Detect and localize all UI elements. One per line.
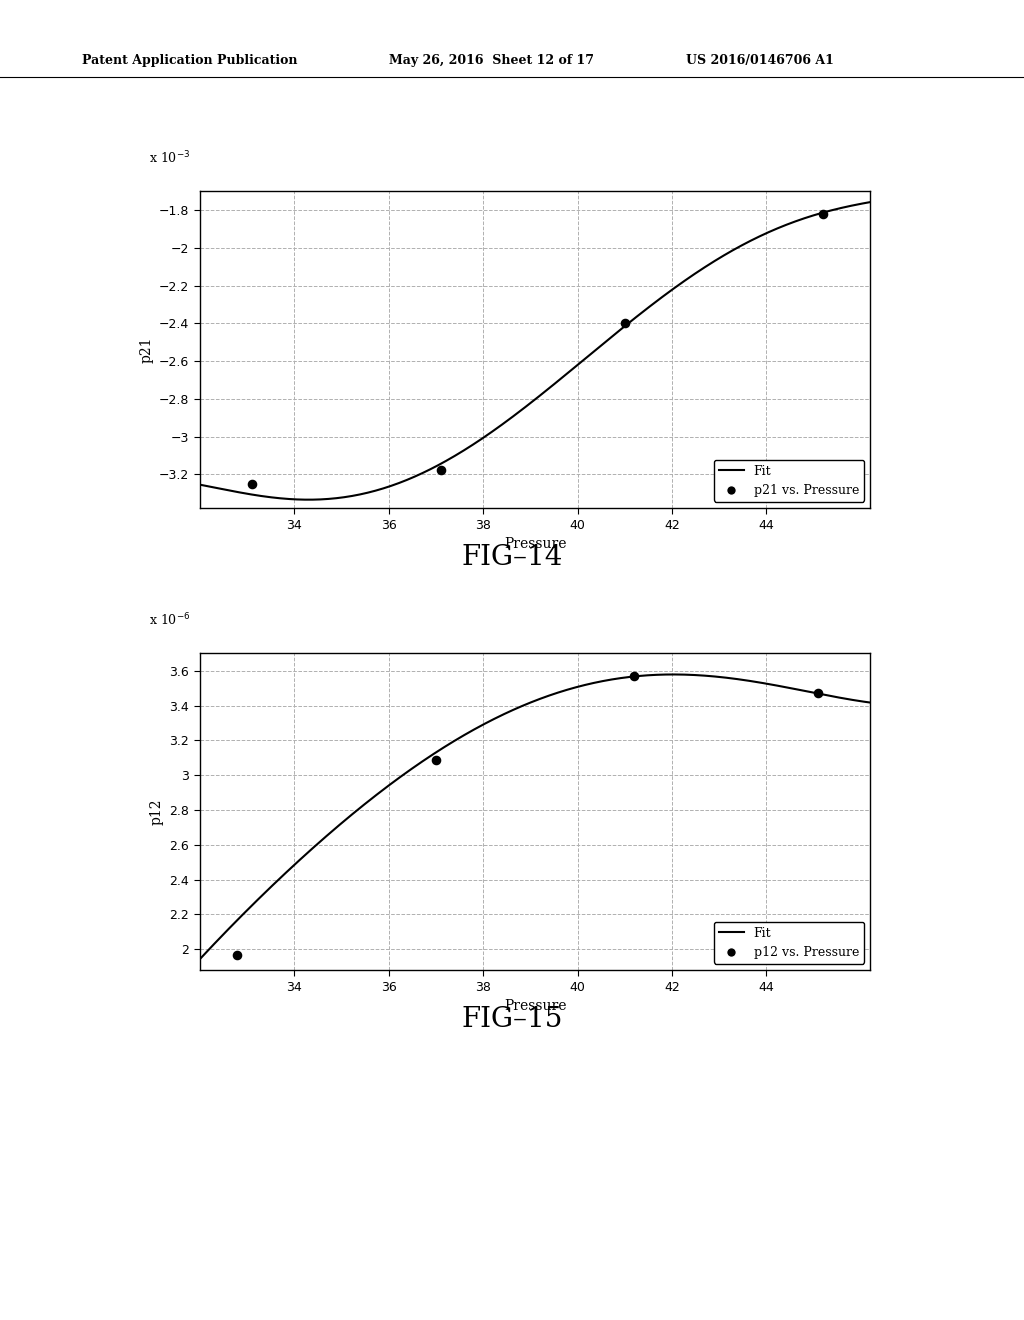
Text: FIG–14: FIG–14 [462,544,562,570]
Legend: Fit, p21 vs. Pressure: Fit, p21 vs. Pressure [714,459,864,502]
X-axis label: Pressure: Pressure [504,537,566,552]
Y-axis label: p12: p12 [150,799,164,825]
Point [432,459,449,480]
Text: x 10$^{-3}$: x 10$^{-3}$ [150,149,190,166]
Point [428,748,444,770]
Point [244,473,260,494]
Point [616,313,633,334]
Text: US 2016/0146706 A1: US 2016/0146706 A1 [686,54,834,67]
Point [626,665,642,686]
Text: FIG–15: FIG–15 [462,1006,562,1032]
Point [229,944,246,965]
Y-axis label: p21: p21 [139,337,154,363]
Legend: Fit, p12 vs. Pressure: Fit, p12 vs. Pressure [714,921,864,964]
Text: Patent Application Publication: Patent Application Publication [82,54,297,67]
Point [815,203,831,224]
Text: x 10$^{-6}$: x 10$^{-6}$ [150,611,190,628]
Text: May 26, 2016  Sheet 12 of 17: May 26, 2016 Sheet 12 of 17 [389,54,594,67]
Point [810,682,826,704]
X-axis label: Pressure: Pressure [504,999,566,1014]
